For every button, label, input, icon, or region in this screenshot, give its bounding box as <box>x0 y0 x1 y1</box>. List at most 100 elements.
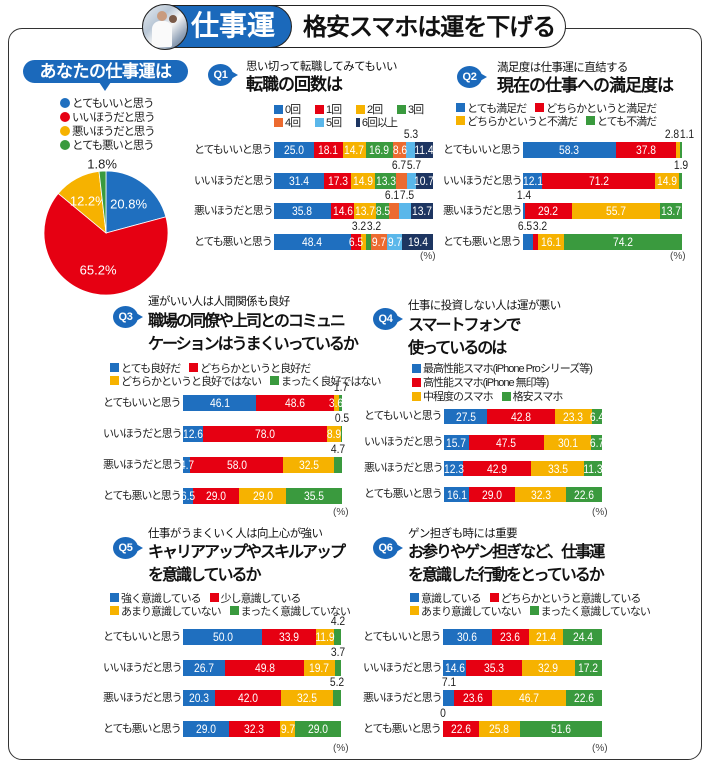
bar-segment <box>281 690 333 706</box>
value-label: 29.2 <box>538 204 559 218</box>
q3-title-line: ケーションはうまくいっているか <box>148 336 359 353</box>
bar-segment <box>444 409 488 424</box>
q2-subtitle: 満足度は仕事運に直結する <box>497 60 628 74</box>
stacked-bar: 0 22.6 25.8 51.6 <box>440 706 602 737</box>
bar-row: とても悪いと思う 6.5 3.2 16.1 74.2 <box>443 219 683 250</box>
page-title: 格安スマホは運を下げる <box>303 12 556 41</box>
value-label: 11.9 <box>315 630 335 644</box>
bar-row: とてもいいと思う 30.6 23.6 21.4 24.4 <box>363 629 603 645</box>
bar-segment <box>591 409 602 424</box>
legend-label: どちらかというと意識している <box>500 592 642 605</box>
q1-title: 転職の回数は <box>246 75 343 95</box>
legend-item: 1回 <box>315 101 356 117</box>
stacked-bar: 26.7 49.8 19.7 3.7 <box>183 645 345 676</box>
q5-title-line: を意識しているか <box>148 567 262 584</box>
value-label: 30.6 <box>457 630 478 644</box>
bar-row: 悪いほうだと思う 1.4 29.2 55.7 13.7 <box>443 189 683 219</box>
bar-segment <box>615 142 676 158</box>
value-label: 12.6 <box>182 427 204 441</box>
legend-label: どちらかというと良好ではない <box>121 375 262 388</box>
legend-swatch-icon <box>274 104 283 114</box>
value-label: 5.2 <box>329 675 345 689</box>
bar-segment <box>566 487 602 502</box>
legend-dot-icon <box>60 98 70 108</box>
legend-swatch-icon <box>110 363 119 372</box>
pie-value-label: 65.2% <box>80 262 117 277</box>
q6-badge: Q6 <box>373 537 403 559</box>
legend-swatch-icon <box>410 606 419 615</box>
value-label: 17.2 <box>578 660 599 675</box>
bar-segment <box>584 461 602 476</box>
value-label: 33.9 <box>278 630 299 644</box>
q2-badge: Q2 <box>457 66 487 88</box>
value-label: 55.7 <box>605 204 626 218</box>
value-label: 14.9 <box>657 173 678 188</box>
q1-badge: Q1 <box>208 64 238 86</box>
bar-segment <box>399 203 412 219</box>
value-label: 32.9 <box>538 660 559 675</box>
legend-item: 強く意識している <box>110 590 202 606</box>
bar-segment <box>342 142 366 158</box>
bar-row: とてもいいと思う 58.3 37.8 2.8 1.1 <box>443 128 694 158</box>
row-label: 悪いほうだと思う <box>443 205 523 217</box>
legend-swatch-icon <box>315 104 324 114</box>
legend-item: まったく意識していない <box>529 603 651 619</box>
legend-item: 3回 <box>397 101 438 117</box>
value-label: 25.0 <box>283 143 304 157</box>
value-label: 42.8 <box>511 409 532 424</box>
pie-slice <box>98 170 107 234</box>
value-label: 13.7 <box>354 204 376 218</box>
value-label: 22.6 <box>573 691 595 705</box>
value-label: 3.2 <box>351 218 367 233</box>
value-label: 9.7 <box>371 234 387 249</box>
value-label: 14.6 <box>444 660 465 675</box>
legend-label: いいほうだと思う <box>72 112 156 124</box>
bar-segment <box>525 203 572 219</box>
bar-row: 悪いほうだと思う 20.3 42.0 32.5 5.2 <box>103 676 344 706</box>
legend-label: まったく意識していない <box>240 605 351 618</box>
bar-segment <box>564 233 682 250</box>
value-label: 19.4 <box>407 234 428 249</box>
pie-value-label: 20.8% <box>110 196 147 211</box>
q5-legend: 強く意識している 少し意識している あまり意識していない まったく意識していない <box>110 590 351 618</box>
bar-segment <box>354 203 376 219</box>
bar-segment <box>350 233 362 250</box>
q4-title-line: 使っているのは <box>408 340 507 357</box>
value-label: 19.7 <box>309 660 330 675</box>
legend-label: どちらかというと不満だ <box>467 115 578 128</box>
value-label: 46.7 <box>518 691 539 705</box>
legend-label: あまり意識していない <box>121 605 222 618</box>
value-label: 16.1 <box>541 234 562 249</box>
bar-row: とてもいいと思う 27.5 42.8 23.3 6.4 <box>364 409 604 424</box>
value-label: 10.7 <box>414 173 435 188</box>
bar-segment <box>228 720 280 737</box>
value-label: 22.6 <box>574 487 595 502</box>
legend-swatch-icon <box>110 376 119 385</box>
bar-segment <box>591 435 602 450</box>
legend-label: 1回 <box>326 104 342 116</box>
bar-segment <box>203 426 328 442</box>
legend-label: 4回 <box>285 117 301 129</box>
legend-swatch-icon <box>270 376 279 385</box>
value-label: 74.2 <box>612 234 634 249</box>
bar-segment <box>375 172 397 189</box>
value-label: 16.9 <box>369 143 390 157</box>
q6-title-line: を意識した行動をとっているか <box>408 567 605 584</box>
legend-swatch-icon <box>535 103 545 112</box>
bar-segment <box>463 461 532 476</box>
q2-title: 現在の仕事への満足度は <box>497 76 674 96</box>
legend-swatch-icon <box>229 606 239 615</box>
bar-segment <box>566 690 602 706</box>
value-label: 35.8 <box>292 204 313 218</box>
bar-segment <box>333 395 340 411</box>
stacked-bar: 6.5 29.0 29.0 35.5 <box>181 488 342 504</box>
row-label: いいほうだと思う <box>103 428 183 440</box>
legend-label: 少し意識している <box>220 592 302 605</box>
value-label: 31.4 <box>288 173 309 188</box>
bar-segment <box>414 142 433 158</box>
bar-segment <box>444 435 469 450</box>
legend-item: 格安スマホ <box>501 388 563 404</box>
legend-item: どちらかというと満足だ <box>535 100 657 116</box>
q3-badge: Q3 <box>113 306 143 328</box>
bar-segment <box>274 172 324 189</box>
